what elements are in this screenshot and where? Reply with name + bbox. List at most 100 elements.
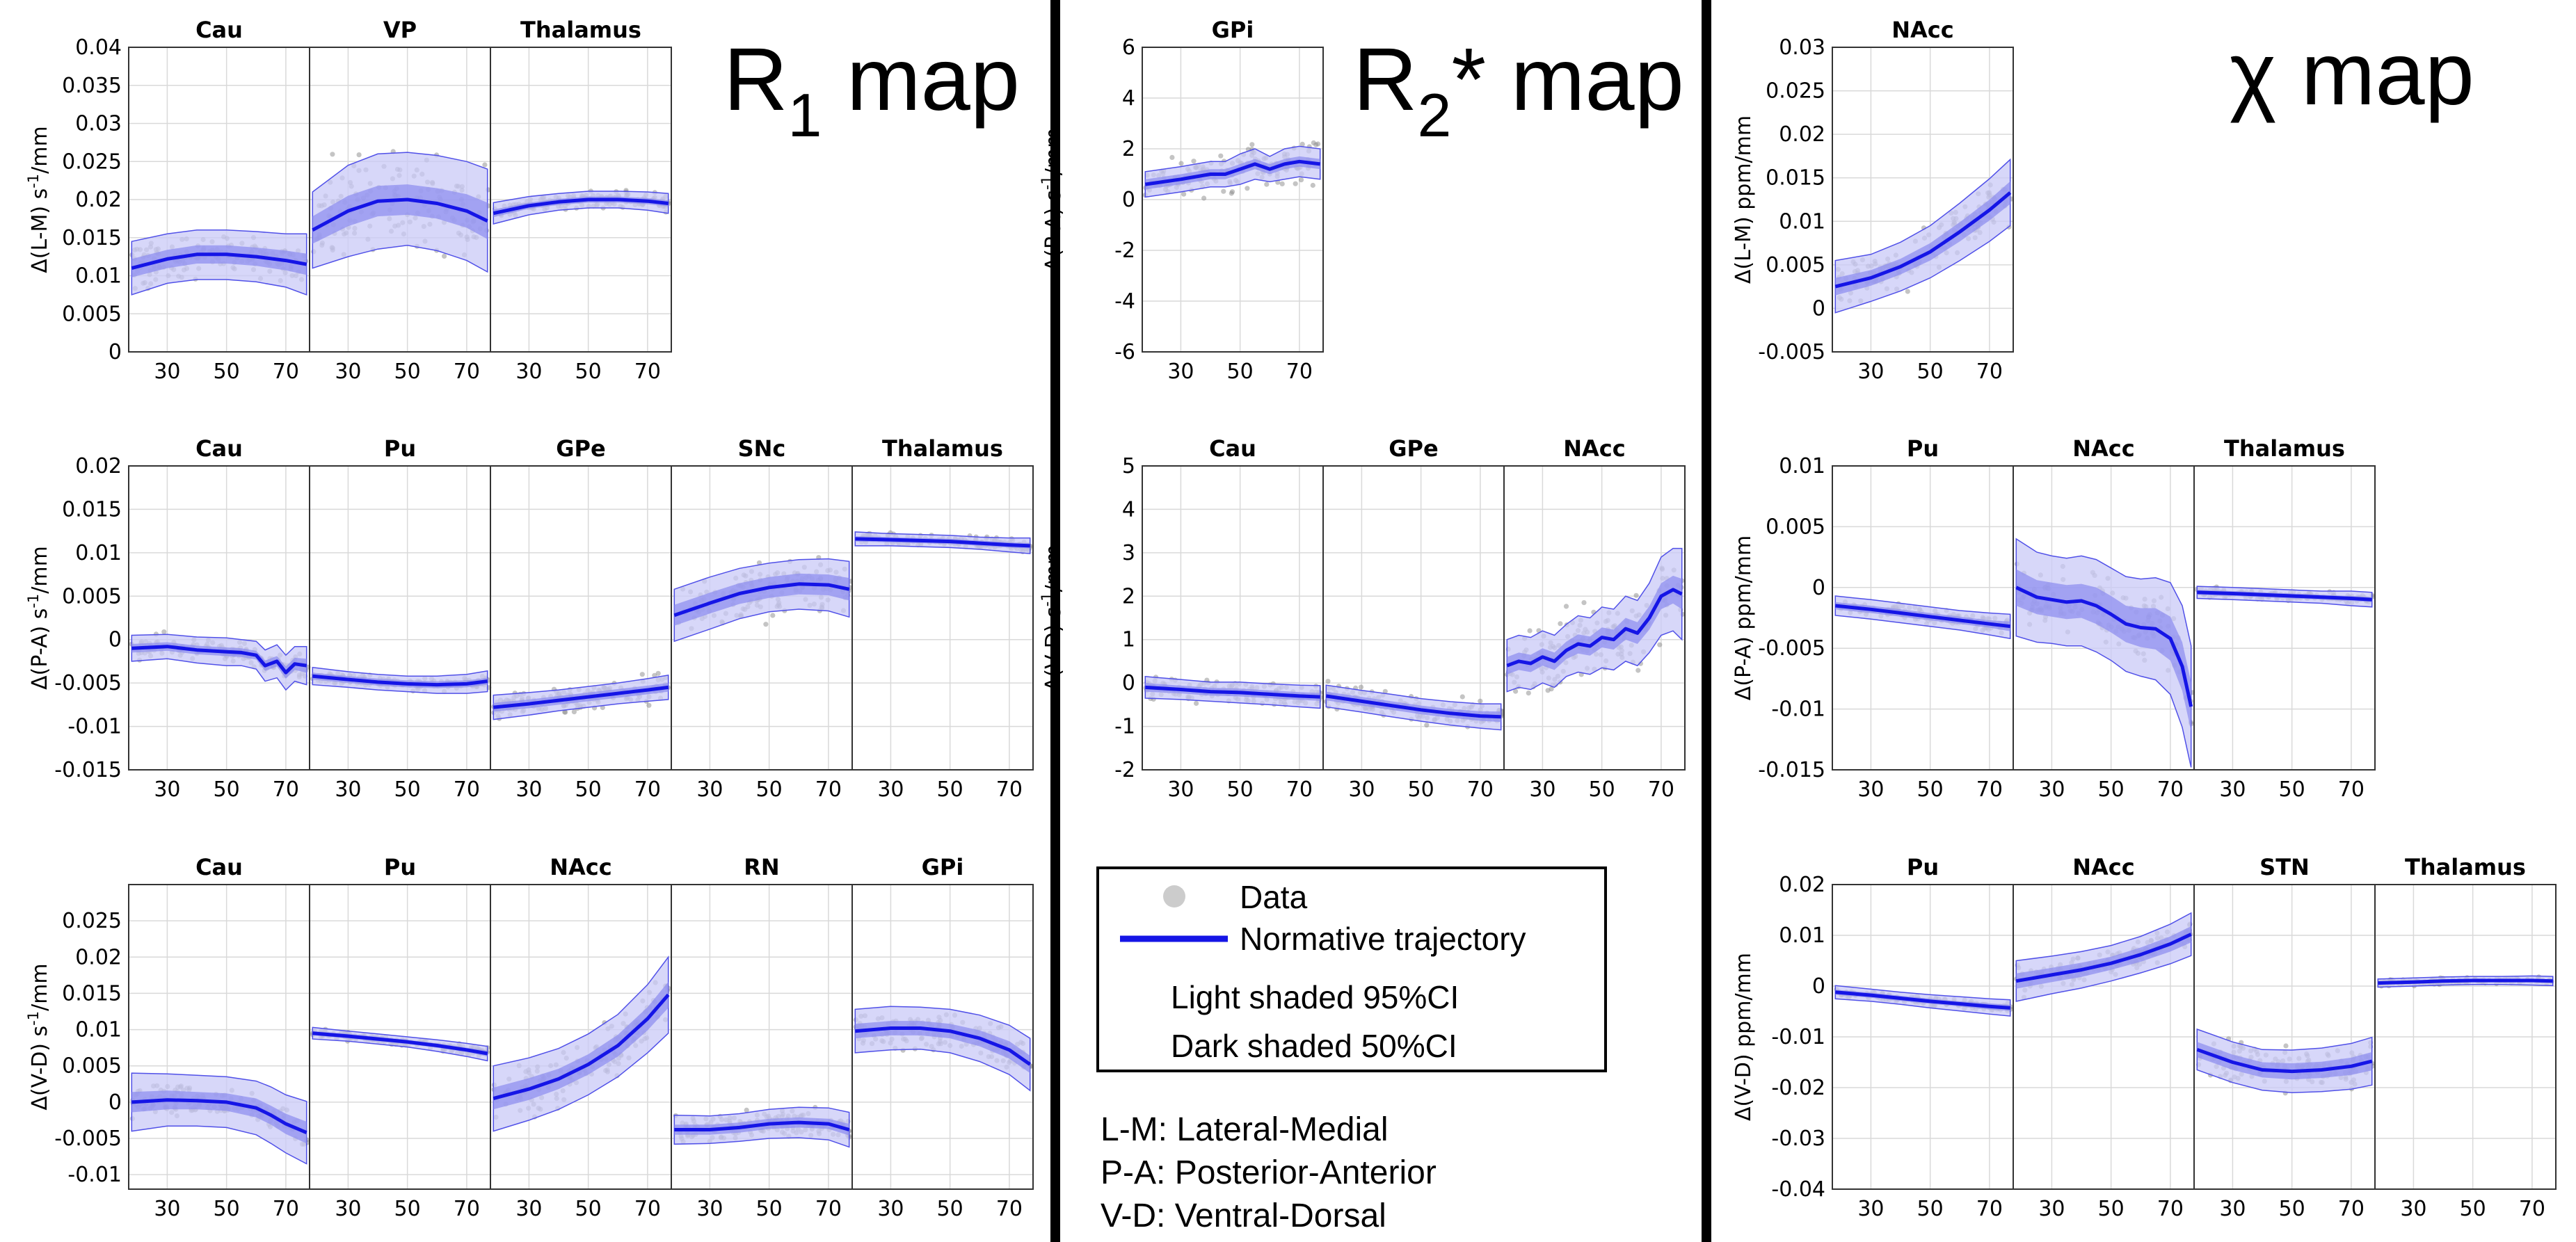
data-point <box>1424 723 1430 728</box>
data-point <box>652 672 657 678</box>
ci50-band <box>674 573 849 626</box>
y-axis-label: Δ(L-M) ppm/mm <box>1731 115 1756 284</box>
normative-trajectory-line <box>1506 588 1683 668</box>
panel-frame <box>1142 47 1324 353</box>
panel-title: Thalamus <box>2224 435 2345 462</box>
x-tick-label: 30 <box>2038 777 2065 802</box>
data-point <box>646 702 652 708</box>
x-tick-label: 30 <box>335 360 361 384</box>
panel-frame <box>490 47 672 353</box>
y-tick-label: -0.005 <box>54 1127 122 1151</box>
data-point <box>562 709 568 715</box>
y-axis-label-main: Δ(P-A) ppm/mm <box>1731 535 1756 700</box>
ci50-band <box>131 245 307 277</box>
panel-title: GPi <box>922 854 964 880</box>
y-axis-label-post: /mm <box>28 963 52 1011</box>
y-axis-label-main: Δ(L-M) s <box>28 188 52 273</box>
y-tick-label: -0.01 <box>67 715 122 739</box>
data-point <box>1382 688 1388 694</box>
normative-trajectory-line <box>1835 604 2010 629</box>
panel-stn: STN 30 50 70 <box>2193 854 2376 1221</box>
x-tick-label: 70 <box>1648 777 1674 802</box>
panel-title: Thalamus <box>2405 854 2526 880</box>
normative-trajectory-line <box>1145 685 1320 699</box>
x-tick-label: 50 <box>214 360 240 384</box>
y-tick-label: 0.02 <box>75 945 122 969</box>
x-tick-label: 70 <box>1286 777 1313 802</box>
panel-title: Cau <box>1209 435 1256 462</box>
y-tick-label: 0.025 <box>62 150 122 174</box>
panel-title: Cau <box>195 435 243 462</box>
data-point <box>1293 181 1298 186</box>
normative-trajectory-line <box>493 685 669 709</box>
x-tick-label: 30 <box>515 777 542 802</box>
panel-gpi: GPi 30 50 70 <box>1142 17 1324 384</box>
y-tick-label: -0.02 <box>1771 1076 1825 1100</box>
data-point <box>1526 691 1531 696</box>
x-tick-label: 30 <box>154 360 180 384</box>
abbreviation-lm: L-M: Lateral-Medial <box>1101 1111 1388 1148</box>
x-tick-label: 70 <box>273 1197 299 1221</box>
normative-trajectory-line <box>2378 978 2553 985</box>
normative-trajectory-line <box>2015 586 2193 707</box>
x-tick-label: 30 <box>1529 777 1555 802</box>
y-tick-label: 6 <box>1122 35 1135 60</box>
y-tick-label: 5 <box>1122 454 1135 478</box>
x-tick-label: 70 <box>2519 1197 2545 1221</box>
data-point <box>1178 161 1184 166</box>
data-point <box>161 629 167 635</box>
normative-trajectory-line <box>131 645 307 675</box>
r1-map-title: R1 map <box>723 30 1020 150</box>
data-point <box>1527 628 1533 634</box>
data-point <box>1218 153 1224 159</box>
x-tick-label: 50 <box>937 1197 963 1221</box>
y-tick-label: 0.01 <box>1779 454 1825 478</box>
chi-map-title: χ map <box>2230 24 2474 124</box>
x-tick-label: 50 <box>1917 360 1944 384</box>
y-tick-label: -0.005 <box>1758 636 1825 661</box>
chart-row-r1-l-m: 0 0.005 0.01 0.015 0.02 0.025 0.03 0.035 0.04 Δ(L… <box>25 17 672 384</box>
y-tick-label: 0 <box>109 340 122 364</box>
panel-frame <box>2193 465 2376 771</box>
x-tick-label: 50 <box>1227 777 1254 802</box>
normative-trajectory-line <box>312 674 488 687</box>
x-tick-label: 50 <box>1917 1197 1944 1221</box>
x-tick-label: 50 <box>575 360 602 384</box>
x-tick-label: 50 <box>394 1197 421 1221</box>
panel-nacc: NAcc 30 50 70 <box>490 854 672 1221</box>
panel-cau: Cau 30 50 70 <box>128 435 311 802</box>
y-tick-label: 4 <box>1122 497 1135 522</box>
chart-row-chi-p-a: -0.015 -0.01 -0.005 0 0.005 0.01 Δ(P-A) ppm/mm… <box>1731 435 2376 802</box>
panel-gpi: GPi 30 50 70 <box>851 854 1034 1221</box>
y-tick-label: 0.02 <box>75 454 122 478</box>
y-tick-label: 0 <box>1812 296 1825 321</box>
x-tick-label: 30 <box>1167 777 1194 802</box>
normative-trajectory-line <box>855 537 1030 548</box>
x-tick-label: 30 <box>1857 360 1884 384</box>
chart-row-r1-p-a: -0.015 -0.01 -0.005 0 0.005 0.01 0.015 0.02 Δ(P-… <box>25 435 1034 802</box>
panel-title: Thalamus <box>520 17 641 43</box>
x-tick-label: 50 <box>756 1197 783 1221</box>
data-point <box>770 613 776 618</box>
data-point <box>1581 600 1587 606</box>
y-tick-label: 0.02 <box>1779 122 1825 147</box>
data-point <box>571 709 577 715</box>
y-axis-label: Δ(P-A) s-1/mm <box>25 546 52 690</box>
y-tick-label: 3 <box>1122 541 1135 565</box>
x-tick-label: 30 <box>1857 1197 1884 1221</box>
panel-frame <box>2374 884 2557 1190</box>
panel-title: GPe <box>556 435 605 462</box>
data-point <box>1905 289 1910 294</box>
normative-trajectory-line <box>2015 933 2192 983</box>
y-tick-label: 0.02 <box>1779 873 1825 897</box>
ci50-band <box>131 642 307 679</box>
data-point <box>482 162 488 168</box>
y-tick-label: 0 <box>1812 974 1825 999</box>
ci50-band <box>2016 569 2191 732</box>
normative-trajectory-line <box>1325 694 1501 719</box>
x-tick-label: 70 <box>1467 777 1494 802</box>
x-tick-label: 50 <box>1589 777 1615 802</box>
normative-trajectory-line <box>312 197 488 232</box>
y-axis-label: Δ(L-M) s-1/mm <box>25 126 52 273</box>
x-tick-label: 50 <box>2098 777 2125 802</box>
